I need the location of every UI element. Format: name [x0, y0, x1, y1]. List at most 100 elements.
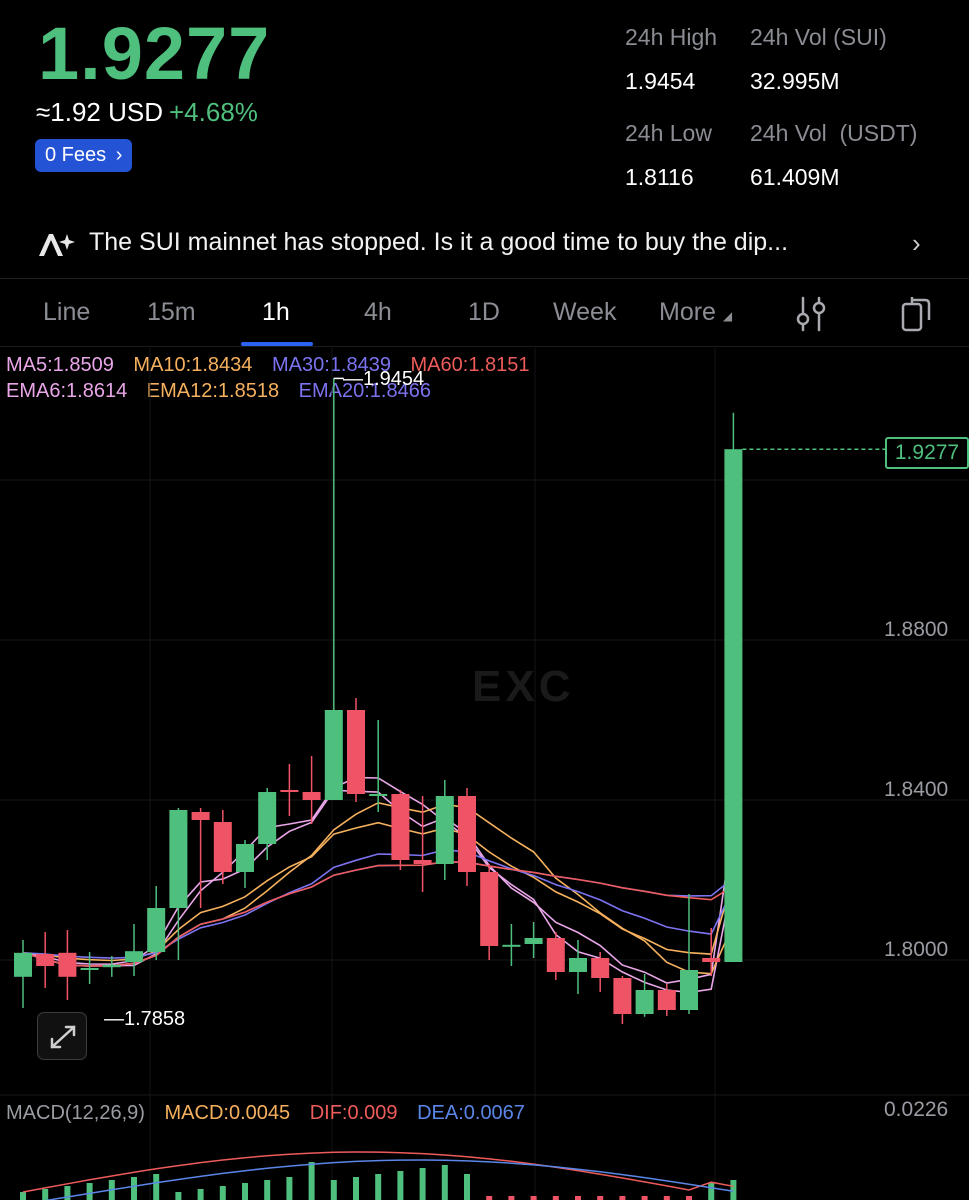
dif-value: DIF:0.009 [309, 1102, 398, 1124]
ma-legend: MA5:1.8509 MA10:1.8434 MA30:1.8439 MA60:… [6, 354, 530, 377]
macd-axis-label: 0.0226 [884, 1098, 949, 1121]
candle-body [102, 964, 121, 968]
macd-bar [641, 1196, 648, 1200]
current-price-tag: 1.9277 [885, 437, 969, 469]
macd-bar [686, 1196, 692, 1200]
candle-body [302, 792, 321, 800]
candle-body [591, 958, 610, 978]
candle-body [324, 710, 343, 800]
expand-chart-button[interactable] [37, 1012, 87, 1060]
dif-line [22, 1151, 734, 1193]
active-tab-indicator [241, 342, 313, 346]
candle-body [213, 822, 232, 872]
candle-body [413, 860, 432, 864]
stats-col-volume: 24h Vol (SUI) 32.995M 24h Vol (USDT) 61.… [750, 22, 917, 192]
macd-bar [86, 1183, 93, 1200]
candle-body [546, 938, 565, 972]
tab-4h[interactable]: 4h [364, 298, 392, 326]
high-label: 24h High [625, 24, 718, 50]
macd-bar [330, 1180, 337, 1200]
candle-body [435, 796, 454, 864]
dea-value: DEA:0.0067 [417, 1102, 525, 1124]
high-marker-value: 1.9454 [363, 368, 425, 390]
low-label: 24h Low [625, 120, 712, 146]
candle-body [280, 790, 299, 792]
macd-bar [486, 1196, 493, 1200]
candle-body [480, 872, 499, 946]
candle-body [169, 810, 188, 908]
ma30-line [22, 860, 734, 967]
candle-body [369, 794, 388, 796]
candle-body [258, 792, 277, 844]
news-banner[interactable]: The SUI mainnet has stopped. Is it a goo… [0, 222, 969, 268]
macd-bar [375, 1174, 382, 1200]
candle-body [680, 970, 698, 1010]
macd-bar [419, 1168, 426, 1200]
macd-bar [441, 1165, 448, 1200]
candle-body [569, 958, 587, 972]
low-marker: —1.7858 [104, 1008, 186, 1030]
macd-bar [42, 1189, 49, 1200]
candle-body [58, 952, 77, 977]
rotate-screen-icon[interactable] [900, 294, 932, 332]
low-marker-value: 1.7858 [124, 1008, 186, 1030]
macd-bar [242, 1183, 248, 1200]
tab-15m[interactable]: 15m [147, 298, 196, 326]
macd-bar [552, 1196, 559, 1200]
macd-bar [20, 1192, 26, 1200]
tab-more-label: More [659, 298, 716, 326]
candle-body [191, 812, 210, 820]
dea-line [44, 1159, 734, 1200]
candle-body [347, 710, 365, 794]
high-marker: —1.9454 [343, 368, 425, 390]
fees-badge[interactable]: 0 Fees › [35, 139, 133, 172]
divider [0, 278, 969, 279]
price-change: +4.68% [169, 97, 258, 127]
candle-body [14, 952, 32, 977]
candle-body [147, 908, 166, 952]
candle-body [524, 938, 543, 944]
triangle-down-icon: ◢ [722, 309, 733, 323]
macd-bar [197, 1189, 204, 1200]
exchange-watermark: EXC [472, 662, 575, 711]
macd-bar [508, 1196, 515, 1200]
candle-body [613, 978, 632, 1014]
macd-bar [730, 1180, 737, 1200]
y-tick-label: 1.8800 [884, 618, 949, 641]
candle-body [657, 990, 676, 1010]
last-price: 1.9277 [38, 12, 271, 95]
candle-body [236, 844, 254, 872]
candle-body [391, 794, 410, 860]
macd-bar [597, 1196, 604, 1200]
macd-bar [64, 1186, 71, 1200]
tab-line[interactable]: Line [43, 298, 91, 326]
vol-sui-label: 24h Vol (SUI) [750, 24, 887, 50]
tab-more[interactable]: More ◢ [659, 298, 732, 327]
ma30-value: MA30:1.8439 [271, 354, 391, 376]
stats-col-high-low: 24h High 1.9454 24h Low 1.8116 [625, 22, 717, 192]
usd-equivalent: ≈1.92 USD [36, 97, 163, 127]
candle-body [458, 796, 476, 872]
tab-1h[interactable]: 1h [262, 298, 290, 326]
chevron-right-icon: › [912, 228, 921, 258]
expand-arrows-icon [50, 1025, 76, 1049]
macd-bar [464, 1174, 470, 1200]
fees-label: 0 Fees [45, 144, 107, 166]
ema12-value: EMA12:1.8518 [146, 380, 280, 402]
candlestick-chart[interactable] [0, 348, 969, 1200]
high-value: 1.9454 [625, 68, 696, 94]
tab-week[interactable]: Week [553, 298, 617, 326]
macd-bar [575, 1196, 581, 1200]
chevron-right-icon: › [115, 144, 123, 166]
divider [0, 346, 969, 347]
price-sub: ≈1.92 USD +4.68% [36, 97, 258, 128]
ma60-value: MA60:1.8151 [410, 354, 530, 376]
y-tick-label: 1.8400 [884, 778, 949, 801]
tab-1d[interactable]: 1D [468, 298, 500, 326]
vol-usdt-value: 61.409M [750, 164, 840, 190]
candle-body [80, 968, 99, 970]
macd-bar [264, 1180, 271, 1200]
ema6-value: EMA6:1.8614 [6, 380, 128, 402]
indicator-settings-icon[interactable] [795, 296, 827, 332]
macd-bar [286, 1177, 293, 1200]
